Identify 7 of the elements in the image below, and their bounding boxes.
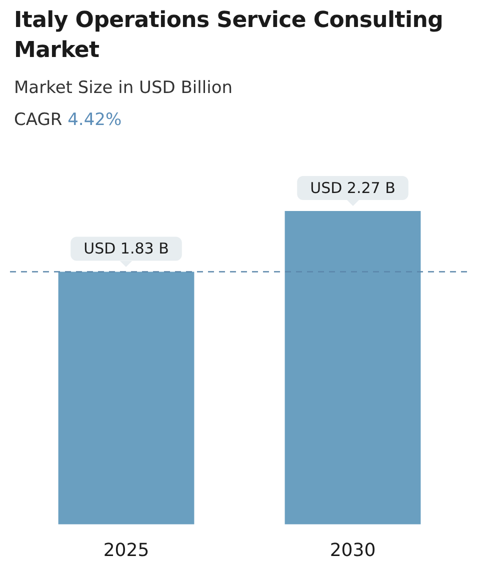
chart-title: Italy Operations Service Consulting Market: [14, 7, 444, 65]
text: CAGR 4.42%: [14, 110, 122, 130]
data-label: USD 2.27 B: [310, 178, 396, 197]
data-label: USD 1.83 B: [84, 240, 169, 258]
chart-subtitle: Market Size in USD Billion: [14, 78, 233, 98]
x-tick-label: 2030: [330, 540, 376, 561]
x-tick-label: 2025: [103, 540, 150, 561]
